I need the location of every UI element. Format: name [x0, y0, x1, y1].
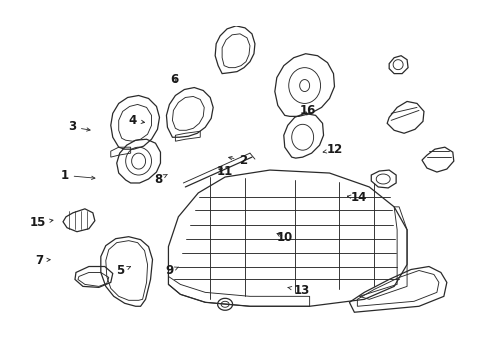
Text: 13: 13: [287, 284, 309, 297]
Text: 8: 8: [154, 173, 167, 186]
Text: 2: 2: [228, 154, 247, 167]
Text: 5: 5: [116, 265, 130, 278]
Text: 1: 1: [61, 169, 95, 182]
Text: 4: 4: [128, 114, 144, 127]
Text: 9: 9: [164, 265, 178, 278]
Text: 6: 6: [169, 73, 178, 86]
Text: 14: 14: [346, 192, 366, 204]
Text: 15: 15: [30, 216, 53, 229]
Text: 11: 11: [217, 165, 233, 178]
Text: 3: 3: [68, 121, 90, 134]
Text: 16: 16: [299, 104, 315, 117]
Text: 10: 10: [276, 230, 292, 243]
Text: 7: 7: [35, 254, 50, 267]
Text: 12: 12: [323, 143, 342, 156]
